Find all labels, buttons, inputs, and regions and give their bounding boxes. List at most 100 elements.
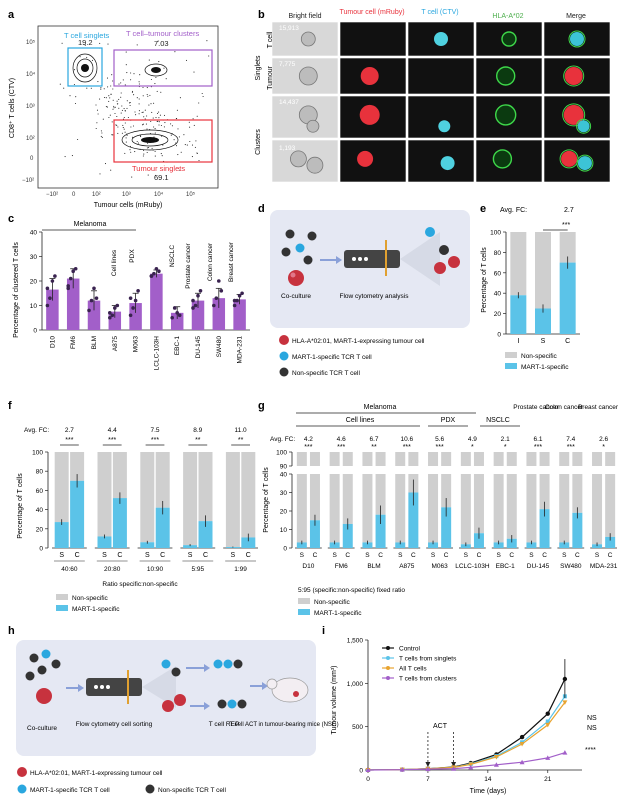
flow-event <box>153 126 155 128</box>
cell-merge <box>577 120 590 133</box>
i-point <box>451 766 457 771</box>
c-point <box>193 303 198 308</box>
i-legend-marker <box>386 676 390 680</box>
panel-f: f Avg. FC: 0 20 40 60 80 100 2.7 *** S C 40:60 4.4 *… <box>8 400 258 613</box>
g-ytick: 20 <box>280 509 288 516</box>
c-point <box>170 315 174 320</box>
a-xlabel: Tumour cells (mRuby) <box>94 202 163 209</box>
panel-label-a: a <box>8 9 15 21</box>
f-bar-nonspecific <box>97 452 112 537</box>
g-xtick-sc: S <box>365 552 370 559</box>
g-sig: *** <box>304 444 312 451</box>
g-bar-nonspecific-upper <box>375 452 386 466</box>
a-xtick: 0 <box>72 192 76 198</box>
flow-event <box>59 83 61 85</box>
e-ytick: 80 <box>494 250 502 257</box>
flow-event <box>147 142 149 144</box>
flow-event <box>107 43 109 45</box>
flow-event <box>154 132 156 134</box>
f-xtitle: Ratio specific:non-specific <box>102 581 178 588</box>
g-avgfc: 4.9 <box>468 436 477 443</box>
flow-event <box>114 112 116 115</box>
c-point <box>73 266 78 271</box>
flow-event <box>137 142 139 144</box>
i-series-line <box>367 695 566 771</box>
panel-d: d Co-culture Flow cytometry analysis HLA… <box>258 203 470 377</box>
flow-event <box>123 108 125 110</box>
c-point <box>133 298 138 303</box>
cell-hla <box>496 66 516 86</box>
i-point <box>562 700 568 705</box>
c-bar <box>170 312 184 330</box>
e-ytick: 0 <box>497 332 501 339</box>
e-bar-specific <box>535 308 551 334</box>
d-legend-item: HLA-A*02:01, MART-1-expressing tumour ce… <box>292 338 425 345</box>
g-bar-nonspecific-lower <box>506 474 517 539</box>
g-ytick: 40 <box>280 472 288 479</box>
flow-event <box>112 99 114 101</box>
g-cellline: LCLC-103H <box>455 563 490 570</box>
flow-event <box>163 67 165 69</box>
cell-tumour <box>360 67 379 85</box>
f-bar-nonspecific <box>140 452 155 543</box>
flow-event <box>97 113 99 115</box>
g-sig: *** <box>436 444 444 451</box>
flow-event <box>132 125 135 127</box>
flow-event <box>117 103 119 105</box>
gate-tumour-singlets <box>113 119 213 163</box>
i-act-arrowhead <box>425 762 431 767</box>
d-legend-item: Non-specific TCR T cell <box>292 370 360 377</box>
g-bar-nonspecific-upper <box>309 452 320 466</box>
g-header-celllines: Cell lines <box>346 417 375 424</box>
gate-clusters <box>113 49 213 87</box>
flow-event <box>126 134 128 136</box>
g-xtick-sc: C <box>313 552 318 559</box>
c-point <box>235 298 239 303</box>
cell-merge <box>577 156 592 171</box>
flow-event <box>141 124 144 126</box>
f-xtick: C <box>75 552 80 559</box>
flow-event <box>196 115 198 117</box>
flow-event <box>95 127 97 130</box>
flow-event <box>171 125 173 127</box>
f-bar-nonspecific <box>225 452 240 548</box>
f-avgfc: 8.9 <box>193 427 202 434</box>
f-bar-nonspecific <box>198 452 213 522</box>
panel-label-f: f <box>8 400 12 412</box>
f-bar-specific <box>97 536 112 548</box>
g-bar-specific <box>342 523 353 548</box>
g-avgfc: 2.1 <box>501 436 510 443</box>
g-bar-nonspecific-upper <box>428 452 439 466</box>
flow-event <box>125 141 127 143</box>
flow-event <box>118 107 120 109</box>
d-beam <box>400 232 440 286</box>
flow-event <box>108 95 110 97</box>
g-bar-nonspecific-upper <box>460 452 471 466</box>
g-avgfc: 4.6 <box>337 436 346 443</box>
flow-event <box>136 97 138 99</box>
f-bar-nonspecific <box>183 452 198 546</box>
flow-event <box>96 109 99 111</box>
f-ytick: 40 <box>36 507 44 514</box>
flow-event <box>198 102 200 104</box>
flow-event <box>109 97 111 99</box>
flow-event <box>120 96 122 98</box>
flow-event <box>138 81 140 83</box>
i-legend-marker <box>386 656 390 660</box>
i-xtick: 21 <box>544 776 552 783</box>
i-point <box>545 722 551 728</box>
flow-event <box>146 115 148 117</box>
c-point <box>89 298 94 303</box>
g-ytick: 30 <box>280 490 288 497</box>
e-bar-specific <box>559 262 576 334</box>
f-sig: *** <box>151 437 159 444</box>
g-bar-nonspecific-upper <box>572 452 583 466</box>
flow-event <box>161 155 163 157</box>
flow-event <box>153 136 155 138</box>
flow-event <box>184 144 186 146</box>
a-ytick: 10⁵ <box>26 39 36 46</box>
flow-event <box>139 135 141 137</box>
c-point <box>92 286 96 291</box>
g-bar-nonspecific-lower <box>526 474 537 543</box>
g-bar-specific <box>506 538 517 548</box>
